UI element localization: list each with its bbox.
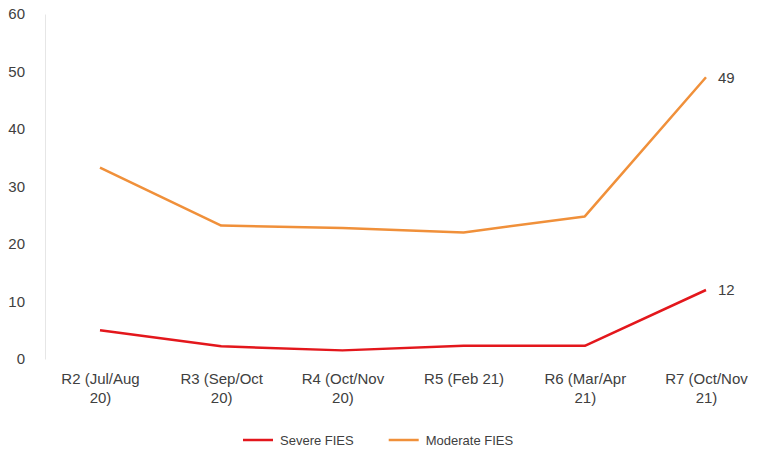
legend-label: Severe FIES <box>280 433 354 448</box>
legend-item: Moderate FIES <box>389 433 514 448</box>
x-tick-label: R3 (Sep/Oct 20) <box>180 370 263 407</box>
data-label: 49 <box>718 69 735 86</box>
legend-swatch <box>389 439 419 442</box>
x-tick-label-line: 20) <box>90 389 112 406</box>
y-tick-label: 10 <box>8 293 25 310</box>
x-tick-label-line: R7 (Oct/Nov <box>665 370 748 387</box>
x-tick-label-line: R2 (Jul/Aug <box>61 370 139 387</box>
y-tick-label: 30 <box>8 178 25 195</box>
x-tick: R4 (Oct/Nov 20) <box>302 359 385 406</box>
series-line <box>100 77 706 232</box>
y-tick: 0 <box>17 350 45 367</box>
y-tick-label: 0 <box>17 350 25 367</box>
y-tick-label: 50 <box>8 63 25 80</box>
x-tick-label-line: R3 (Sep/Oct <box>180 370 263 387</box>
y-axis-line <box>45 15 46 360</box>
x-tick-label-line: 21) <box>574 389 596 406</box>
x-tick-label: R2 (Jul/Aug 20) <box>61 370 139 407</box>
x-tick-label-line: 21) <box>696 389 718 406</box>
y-tick-label: 20 <box>8 235 25 252</box>
legend-label: Moderate FIES <box>426 433 514 448</box>
legend-swatch <box>243 439 273 442</box>
data-label: 12 <box>718 281 735 298</box>
y-tick: 10 <box>8 293 45 310</box>
x-tick-label-line: R6 (Mar/Apr <box>544 370 626 387</box>
y-axis: 0 10 20 30 40 50 60 <box>8 5 45 367</box>
y-tick: 60 <box>8 5 45 22</box>
legend: Severe FIES Moderate FIES <box>243 433 513 448</box>
x-tick: R5 (Feb 21) <box>424 359 504 387</box>
legend-item: Severe FIES <box>243 433 354 448</box>
x-tick-label: R6 (Mar/Apr 21) <box>544 370 626 407</box>
x-tick: R6 (Mar/Apr 21) <box>544 359 626 406</box>
x-tick-label: R5 (Feb 21) <box>424 370 504 387</box>
x-tick-label: R4 (Oct/Nov 20) <box>302 370 385 407</box>
x-tick-label-line: 20) <box>332 389 354 406</box>
x-tick: R3 (Sep/Oct 20) <box>180 359 263 406</box>
chart: 0 10 20 30 40 50 60 R2 (Jul/Aug 20) R3 (Sep/Oct 20… <box>0 0 760 450</box>
x-tick: R7 (Oct/Nov 21) <box>665 359 748 406</box>
data-labels: 12 49 <box>718 69 735 299</box>
y-tick: 30 <box>8 178 45 195</box>
y-tick-label: 40 <box>8 120 25 137</box>
y-tick-label: 60 <box>8 5 25 22</box>
y-tick: 20 <box>8 235 45 252</box>
y-tick: 40 <box>8 120 45 137</box>
x-tick-label-line: R5 (Feb 21) <box>424 370 504 387</box>
plot-area <box>100 77 706 350</box>
x-tick-label: R7 (Oct/Nov 21) <box>665 370 748 407</box>
x-axis: R2 (Jul/Aug 20) R3 (Sep/Oct 20) R4 (Oct/Nov 2… <box>61 359 748 406</box>
x-tick-label-line: 20) <box>211 389 233 406</box>
y-tick: 50 <box>8 63 45 80</box>
series-line <box>100 290 706 350</box>
x-tick: R2 (Jul/Aug 20) <box>61 359 139 406</box>
x-tick-label-line: R4 (Oct/Nov <box>302 370 385 387</box>
